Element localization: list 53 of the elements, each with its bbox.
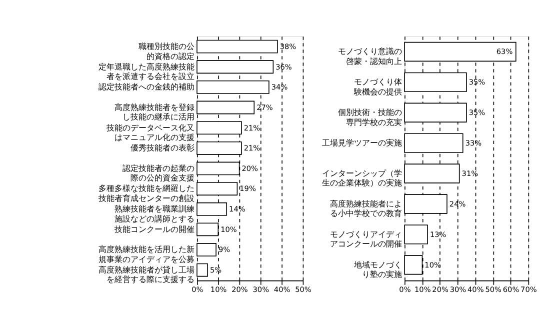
x-tick-label: 0% [192,285,204,294]
y-tick-label: 個別技術・技能の専門学校の充実 [338,107,402,127]
data-label: 33% [465,138,482,148]
data-label: 20% [242,164,258,173]
data-label: 10% [424,260,441,270]
x-tick-label: 50% [485,285,502,294]
y-tick-label: 職種別技能の公的資格の認定 [138,41,195,61]
y-tick-label: モノづくりアイディアコンクールの開催 [330,228,402,249]
x-tick-label: 20% [432,285,448,294]
y-tick-label: 優秀技能者の表彰 [130,142,195,153]
data-label: 38% [280,42,296,52]
data-label: 63% [496,47,513,56]
data-label: 13% [430,230,446,239]
y-tick-label: インターンシップ（学生の企業体験）の実施 [322,168,402,188]
data-label: 21% [244,144,260,153]
x-tick-label: 70% [520,285,537,294]
data-label: 19% [240,184,256,194]
x-tick-label: 40% [274,285,290,294]
data-label: 36% [276,62,292,72]
data-label: 9% [218,245,230,254]
x-tick-label: 30% [252,285,270,294]
data-label: 34% [271,82,288,92]
y-tick-label: 技能のデータベース化又はマニュアル化の支援 [106,122,195,142]
y-tick-label: 多種多様な技能を網羅した技能者育成センターの創設 [98,183,195,203]
x-tick-label: 50% [295,285,312,294]
y-tick-label: 工場見学ツアーの実施 [322,138,402,148]
x-tick-label: 30% [450,285,466,294]
x-tick-label: 10% [414,285,431,294]
data-label: 24% [449,199,466,208]
y-tick-label: 高度熟練技能を活用した新規事業のアイディアを公募 [98,244,195,264]
y-tick-label: 定年退職した高度熟練技能者を派遣する会社を設立 [98,61,195,82]
y-tick-label: モノづくり意識の啓蒙・認知向上 [338,46,402,66]
data-label: 35% [468,78,486,87]
y-tick-label: 地域モノづくり塾の実施 [353,259,402,280]
x-tick-label: 0% [399,285,411,294]
data-label: 35% [468,108,486,118]
x-tick-label: 10% [210,285,227,294]
y-tick-label: 技能コンクールの開催 [114,224,195,234]
y-tick-label: モノづくり体験機会の提供 [353,76,402,96]
x-tick-label: 20% [232,285,248,294]
y-tick-label: 認定技能者への金銭的補助 [98,82,195,92]
data-label: 27% [256,102,273,112]
x-tick-label: 60% [502,285,520,294]
data-label: 10% [220,224,237,234]
x-tick-label: 40% [468,285,484,294]
data-label: 21% [244,123,260,132]
y-tick-label: 高度熟練技能者による小中学校での教育 [330,198,402,218]
y-tick-label: 高度熟練技能者を登録し技能の継承に活用 [114,102,195,122]
data-label: 14% [229,204,246,214]
y-tick-label: 認定技能者の起業の際の公的資金支援 [122,162,195,183]
y-tick-label: 熟練技能者を職業訓練施設などの講師とする [114,204,195,224]
y-tick-label: 高度熟練技能者が貸し工場を経営する際に支援する [98,264,195,284]
data-label: 5% [210,265,222,274]
